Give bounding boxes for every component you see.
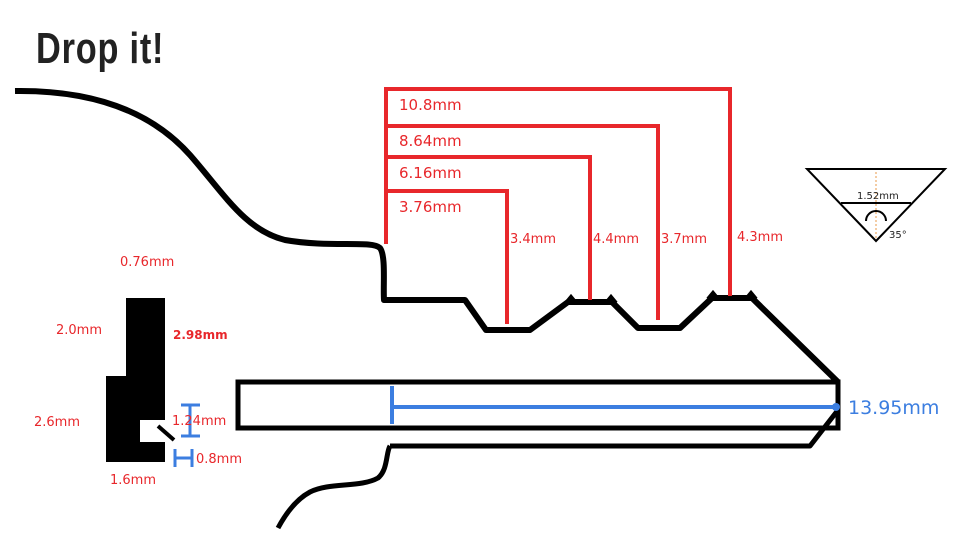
depth-label: 8.64mm [399,132,462,150]
profile-label-groove-height: 1.24mm [172,414,226,429]
spacing-label: 3.7mm [661,232,707,247]
blade-length-end-dot [832,403,840,411]
cut-bump-4 [744,289,758,301]
depth-label: 3.76mm [399,198,462,216]
cut-angle-label: 35° [889,230,907,241]
profile-label-upper-right-height: 2.98mm [173,328,228,342]
spacing-label: 4.4mm [593,232,639,247]
depth-line-10-8 [384,87,732,296]
cut-dimension-lines [384,87,732,324]
key-head-top-outline [14,87,841,385]
spacing-label: 3.4mm [510,232,556,247]
depth-line-3-76 [386,189,509,324]
depth-line-8-64 [386,124,660,320]
key-blade-tip [390,382,841,449]
cut-angle-triangle [804,168,948,243]
depth-label: 10.8mm [399,96,462,114]
profile-groove-notch [156,424,176,442]
spacing-label: 4.3mm [737,230,783,245]
cut-bump-3 [706,289,720,301]
depth-label: 6.16mm [399,164,462,182]
key-head-bottom-outline [275,444,393,530]
key-profile-shape [106,298,165,462]
cut-bump-2 [604,293,618,305]
depth-line-6-16 [386,155,592,300]
profile-label-groove-offset: 0.8mm [196,452,242,467]
profile-label-bottom-width: 1.6mm [110,473,156,488]
cut-angle-width-label: 1.52mm [857,191,899,202]
blade-length-dimension [390,386,834,424]
profile-label-upper-height: 2.0mm [56,323,102,338]
page-title: Drop it! [36,24,165,73]
profile-groove-dimension [173,403,200,467]
profile-label-lower-height: 2.6mm [34,415,80,430]
cut-bump-1 [564,293,578,305]
blade-length-label: 13.95mm [848,397,939,419]
profile-label-top-width: 0.76mm [120,255,174,270]
